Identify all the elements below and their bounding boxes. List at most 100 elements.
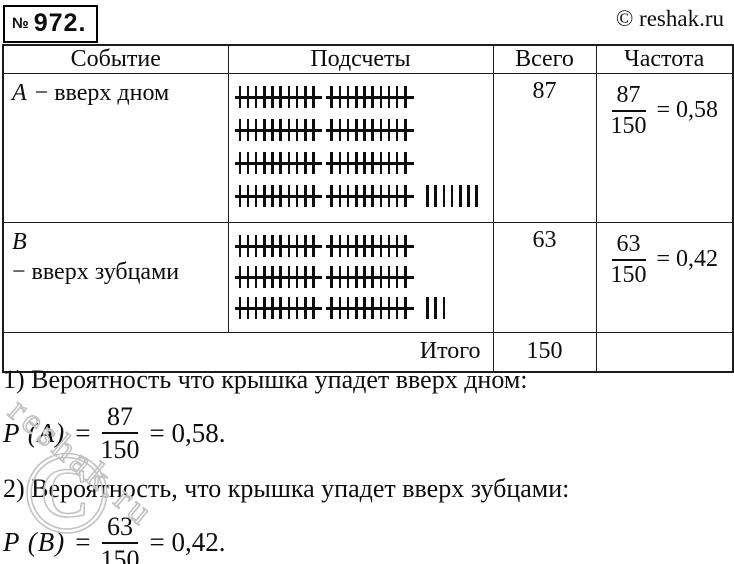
tally-mark [312, 266, 315, 288]
tally-mark [338, 235, 342, 257]
solution-1-text: 1) Вероятность что крышка упадет вверх д… [3, 365, 528, 394]
formula-2-equals: = [75, 527, 91, 558]
event-a-variable: A [12, 80, 27, 106]
tally-group-of-10 [326, 152, 415, 174]
frequency-a-cell: 87 150 = 0,58 [595, 73, 734, 223]
tally-line [234, 86, 487, 108]
tally-mark [263, 119, 266, 141]
formula-2-fraction: 63 150 [100, 512, 139, 564]
tally-mark [254, 119, 258, 141]
tally-mark [279, 152, 283, 174]
tally-mark [287, 86, 291, 108]
solution-1-formula: P (A) = 87 150 = 0,58. [3, 402, 733, 464]
tally-group-of-10 [234, 235, 323, 257]
tally-mark [304, 185, 307, 207]
tally-mark [263, 297, 266, 319]
tally-mark [442, 185, 446, 207]
tally-mark [354, 235, 358, 257]
tally-mark [354, 119, 358, 141]
tally-mark [271, 297, 274, 319]
tally-mark [263, 185, 266, 207]
tally-mark [312, 297, 315, 319]
tally-mark [434, 185, 438, 207]
tally-line [234, 266, 487, 288]
column-header-frequency: Частота [595, 44, 734, 74]
tally-mark [330, 152, 333, 174]
tally-mark [363, 297, 366, 319]
tally-mark [287, 266, 291, 288]
tally-mark [287, 185, 291, 207]
tally-mark [279, 266, 283, 288]
tally-mark [330, 86, 333, 108]
tally-mark [238, 235, 242, 257]
tally-mark [246, 297, 250, 319]
table-header-row: Событие Подсчеты Всего Частота [2, 44, 734, 74]
tally-group-of-10 [326, 297, 415, 319]
solution-section: 1) Вероятность что крышка упадет вверх д… [3, 361, 733, 564]
event-b-description: − вверх зубцами [12, 259, 180, 285]
tally-group-of-10 [234, 185, 323, 207]
tally-mark [371, 86, 374, 108]
formula-2-denominator: 150 [100, 544, 140, 564]
tally-mark [346, 266, 350, 288]
tally-mark [354, 297, 358, 319]
tally-mark [387, 152, 391, 174]
tally-mark [434, 297, 438, 319]
tally-mark [395, 86, 399, 108]
tally-mark [287, 119, 291, 141]
tally-group-of-10 [326, 86, 415, 108]
fraction-b: 63 150 [611, 231, 647, 289]
tally-mark [404, 266, 407, 288]
tally-mark [287, 152, 291, 174]
tally-mark [271, 185, 274, 207]
tally-loose-marks [426, 185, 483, 207]
tally-mark [363, 235, 366, 257]
tally-mark [246, 119, 250, 141]
tally-cell-a [227, 73, 494, 223]
event-b-cell: B − вверх зубцами [2, 222, 229, 333]
formula-2-result: = 0,42. [149, 527, 226, 558]
column-header-tallies: Подсчеты [227, 44, 494, 74]
column-header-total: Всего [492, 44, 597, 74]
tally-mark [254, 235, 258, 257]
tally-mark [426, 297, 429, 319]
tally-mark [346, 119, 350, 141]
tally-mark [295, 86, 299, 108]
tally-mark [304, 152, 307, 174]
fraction-b-numerator: 63 [611, 231, 646, 261]
tally-mark [238, 185, 242, 207]
frequency-b-result: = 0,42 [656, 246, 719, 273]
tally-mark [379, 119, 383, 141]
tally-mark [475, 185, 478, 207]
tally-mark [387, 119, 391, 141]
tally-mark [379, 86, 383, 108]
tally-mark [442, 297, 446, 319]
tally-mark [346, 185, 350, 207]
tally-mark [254, 185, 258, 207]
tally-mark [304, 297, 307, 319]
tally-mark [354, 185, 358, 207]
tally-mark [246, 235, 250, 257]
fraction-a: 87 150 [611, 82, 647, 140]
tally-mark [379, 266, 383, 288]
tally-line [234, 297, 487, 319]
tally-mark [295, 235, 299, 257]
tally-mark [330, 185, 333, 207]
tally-mark [279, 119, 283, 141]
tally-mark [304, 235, 307, 257]
tally-mark [295, 119, 299, 141]
tally-group-of-10 [326, 235, 415, 257]
tally-mark [330, 235, 333, 257]
footer-total: 150 [492, 332, 597, 372]
event-b-variable: B [12, 229, 27, 255]
tally-mark [287, 297, 291, 319]
tally-group-of-10 [326, 266, 415, 288]
tally-mark [271, 235, 274, 257]
column-header-event: Событие [2, 44, 229, 74]
tally-mark [279, 86, 283, 108]
tally-line [234, 152, 487, 174]
tally-mark [271, 86, 274, 108]
tally-group-of-10 [234, 119, 323, 141]
formula-1-lhs: P (A) [3, 417, 66, 448]
